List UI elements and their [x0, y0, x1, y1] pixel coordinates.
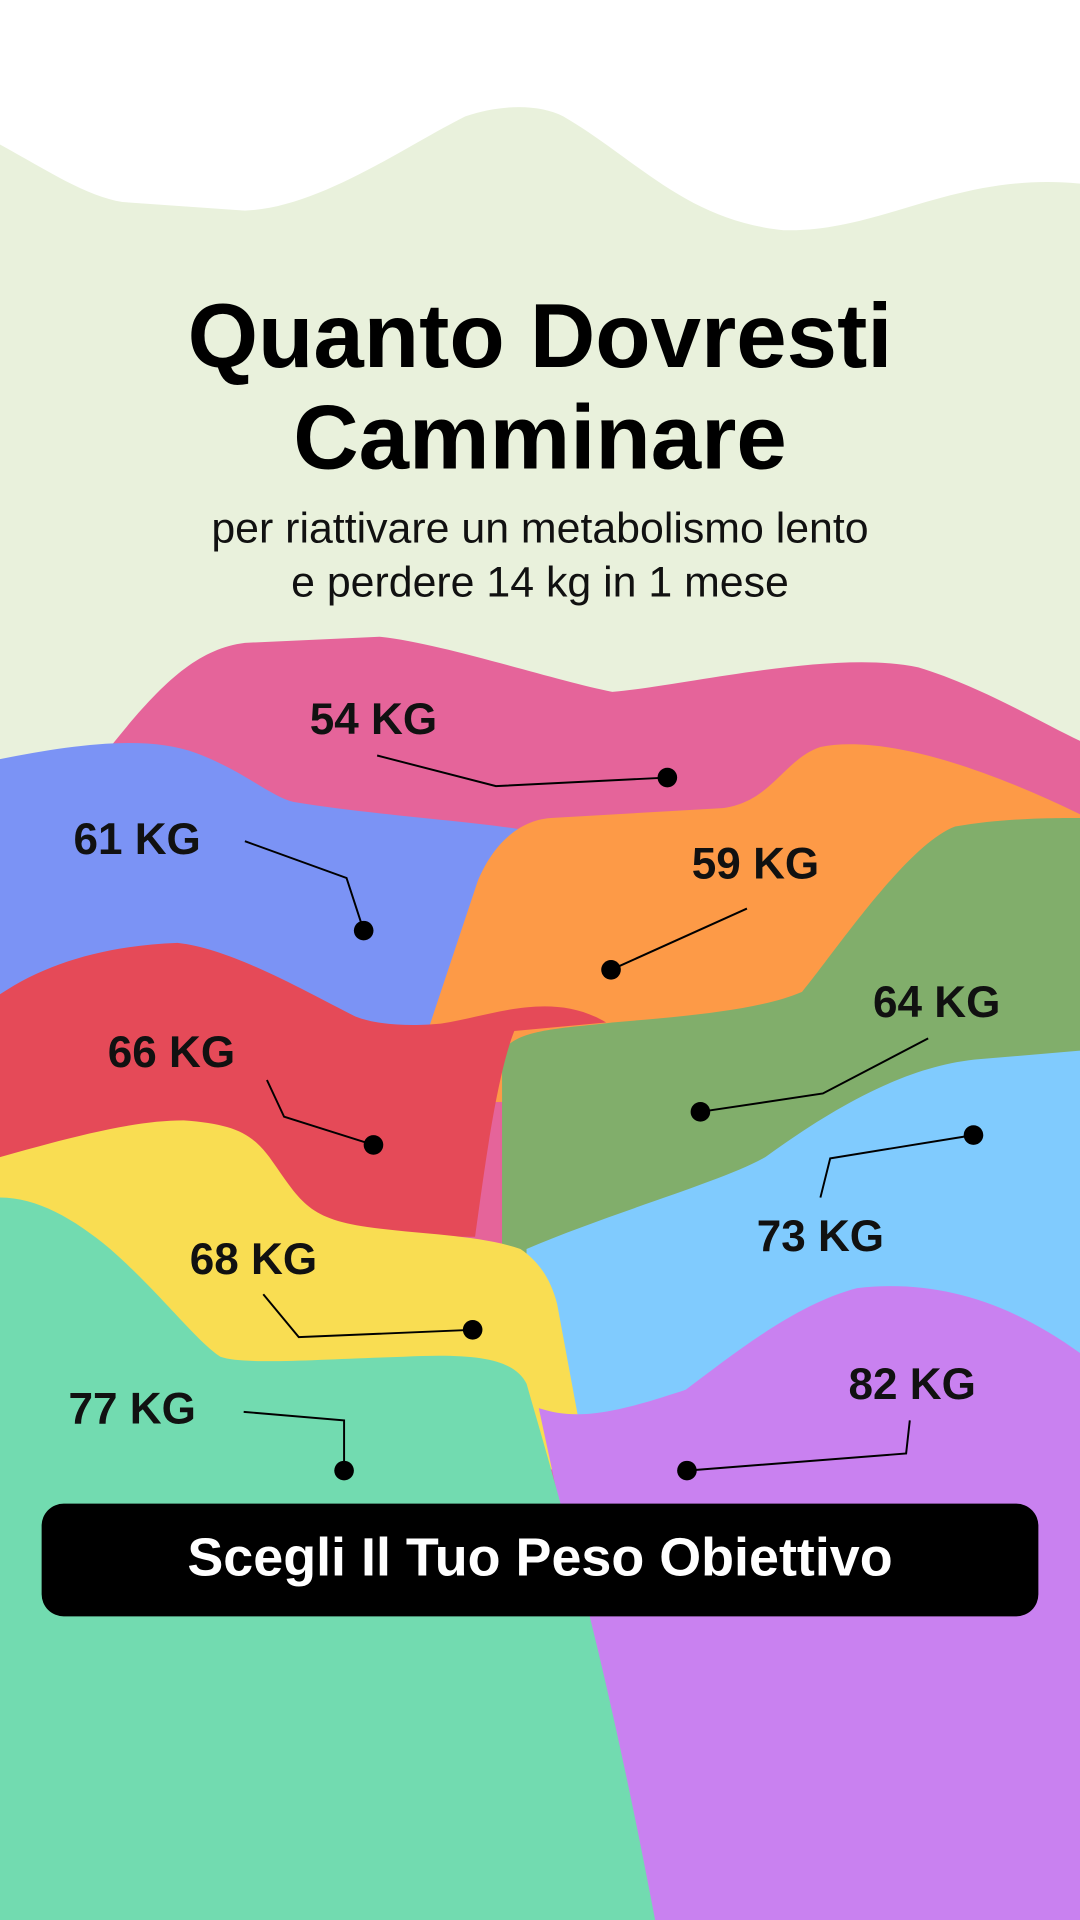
leader-line	[262, 1293, 473, 1339]
option-label[interactable]: 77 KG	[69, 1384, 196, 1433]
title: Quanto Dovresti	[188, 286, 893, 387]
button-background[interactable]	[41, 1503, 1039, 1617]
leader-line	[376, 754, 668, 788]
weight-option[interactable]: 59 KG	[601, 840, 819, 980]
option-label[interactable]: 54 KG	[310, 695, 437, 744]
cta-button[interactable]: Scegli Il Tuo Peso Obiettivo	[41, 1503, 1039, 1617]
title: Camminare	[293, 387, 787, 488]
leader-dot	[963, 1125, 984, 1145]
subtitle: e perdere 14 kg in 1 mese	[291, 559, 789, 607]
weight-option[interactable]: 77 KG	[69, 1384, 354, 1481]
weight-option[interactable]: 64 KG	[690, 978, 1001, 1122]
weight-option[interactable]: 54 KG	[310, 695, 678, 788]
leader-dot	[334, 1460, 354, 1481]
leader-dot	[462, 1320, 483, 1340]
option-label[interactable]: 82 KG	[849, 1360, 976, 1409]
weight-option[interactable]: 73 KG	[757, 1125, 984, 1261]
leader-line	[243, 1410, 346, 1471]
leader-line	[266, 1079, 374, 1146]
weight-option[interactable]: 61 KG	[73, 815, 374, 941]
leader-line	[819, 1134, 974, 1198]
leader-line	[610, 907, 748, 971]
leader-line	[686, 1420, 911, 1472]
leader-line	[700, 1037, 929, 1113]
leader-dot	[363, 1135, 384, 1155]
leader-dot	[657, 767, 678, 788]
option-label[interactable]: 61 KG	[73, 815, 200, 864]
weight-option[interactable]: 68 KG	[190, 1235, 483, 1340]
leader-dot	[601, 960, 621, 980]
leader-dot	[353, 920, 374, 941]
option-label[interactable]: 73 KG	[757, 1212, 884, 1261]
subtitle: per riattivare un metabolismo lento	[211, 505, 868, 553]
weight-option[interactable]: 82 KG	[677, 1360, 976, 1481]
option-label[interactable]: 64 KG	[873, 978, 1000, 1027]
button-label[interactable]: Scegli Il Tuo Peso Obiettivo	[187, 1527, 892, 1587]
leader-dot	[677, 1460, 697, 1481]
option-label[interactable]: 66 KG	[108, 1028, 235, 1077]
option-label[interactable]: 59 KG	[692, 840, 819, 889]
leader-dot	[690, 1102, 711, 1122]
weight-option[interactable]: 66 KG	[108, 1028, 384, 1155]
leader-line	[244, 840, 365, 931]
option-label[interactable]: 68 KG	[190, 1235, 317, 1284]
